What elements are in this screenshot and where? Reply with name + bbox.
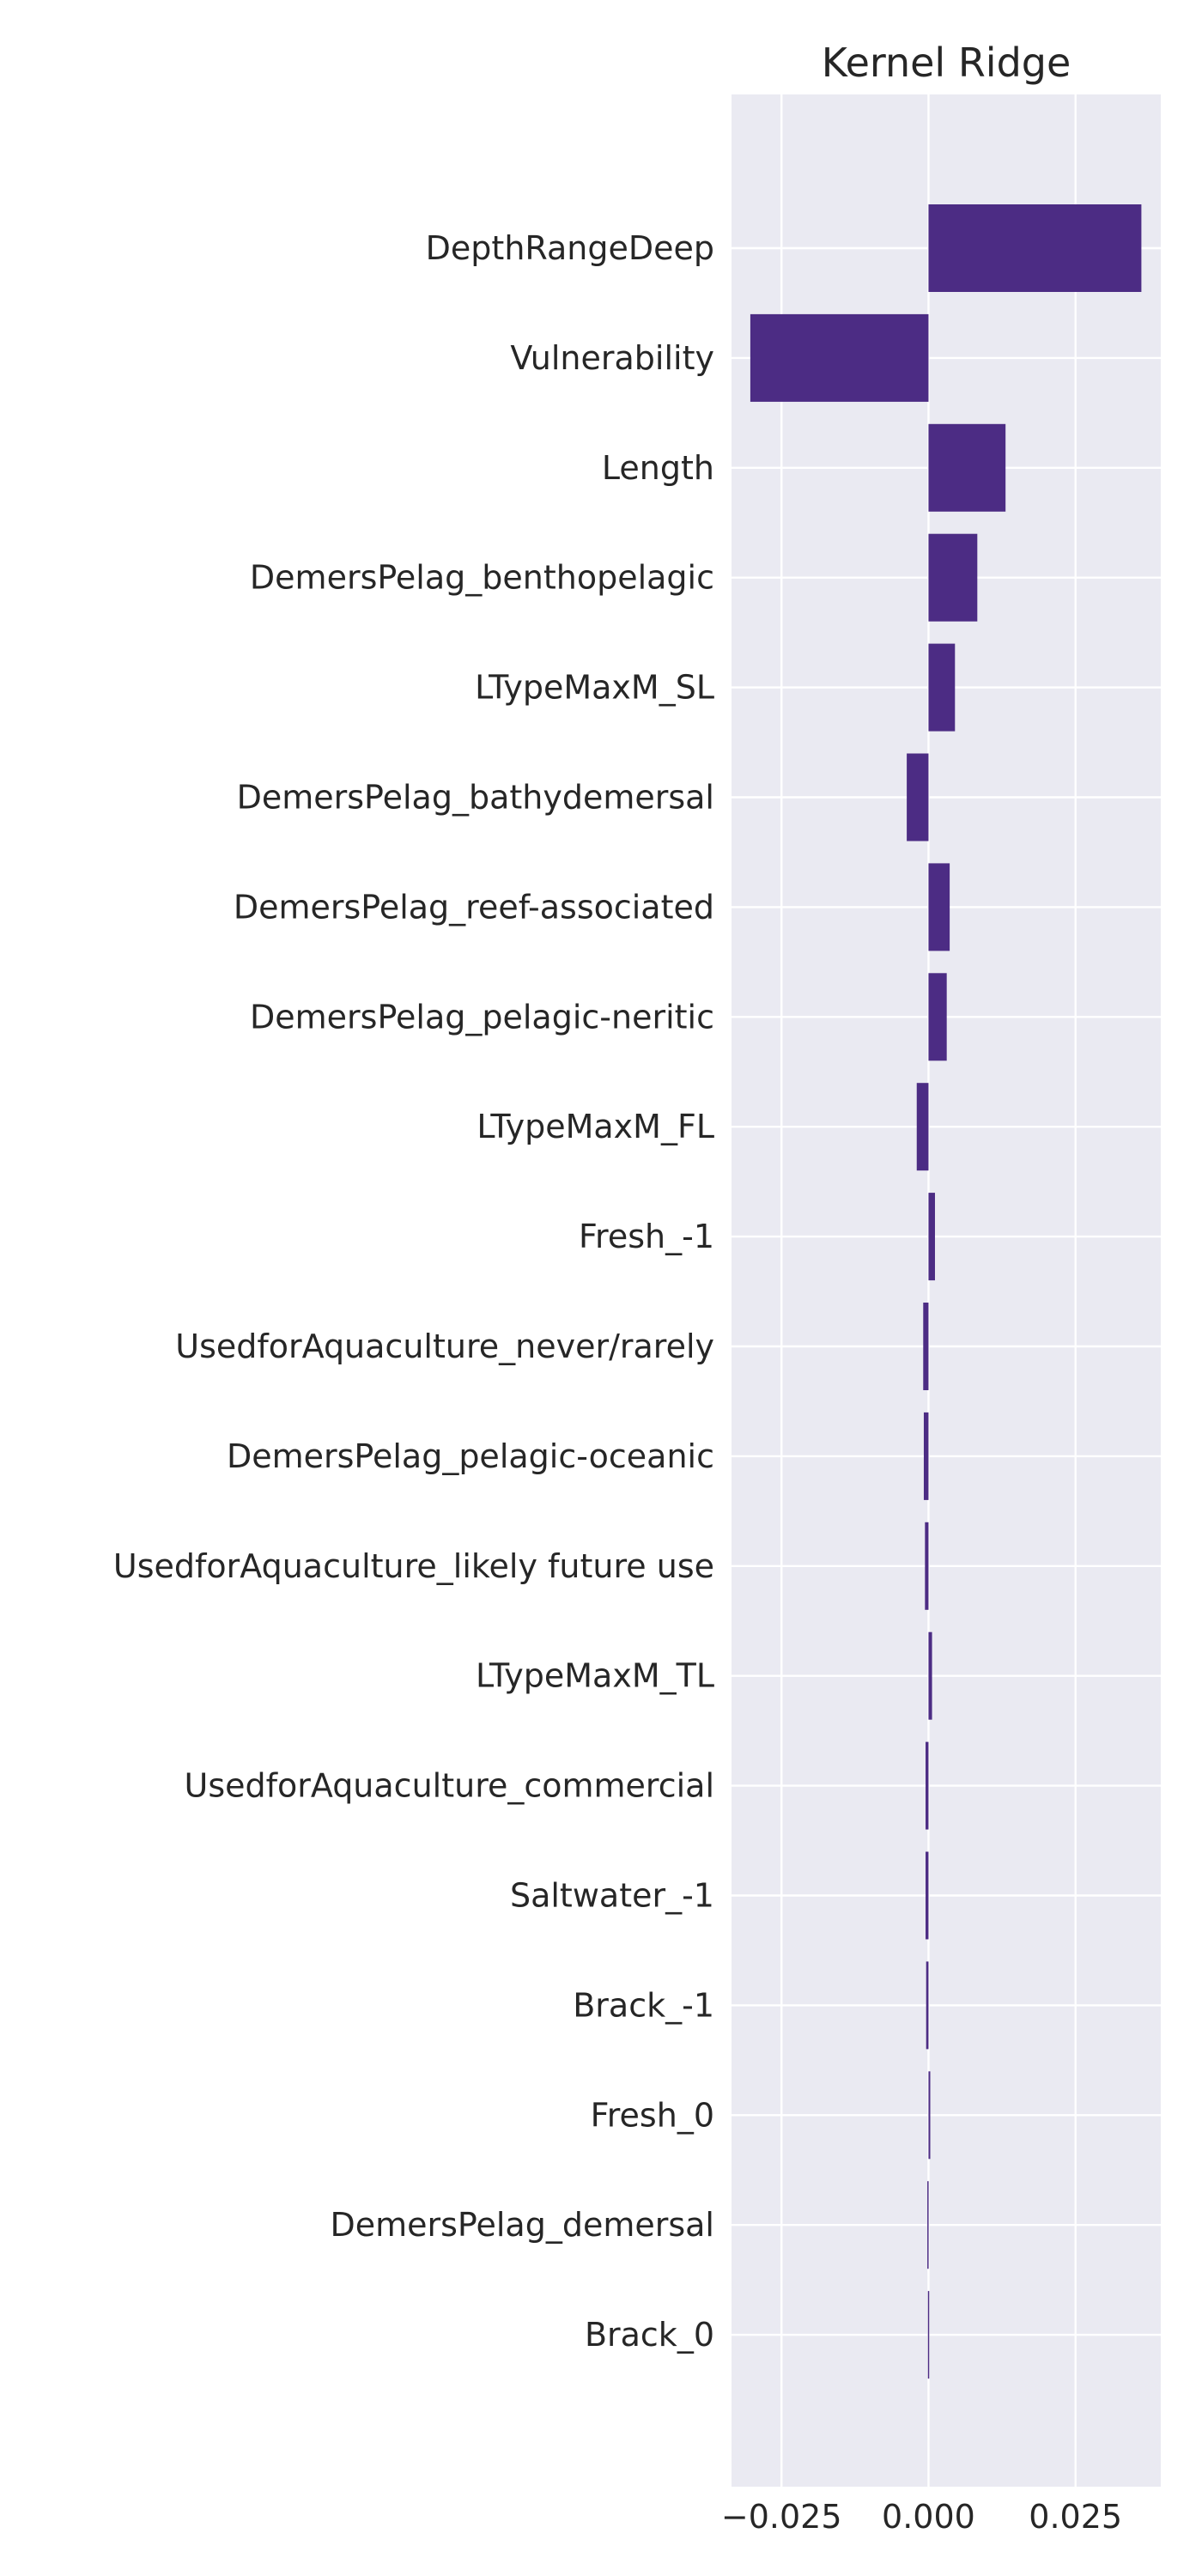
y-tick-label: UsedforAquaculture_never/rarely [175, 1327, 714, 1365]
x-tick-label: −0.025 [721, 2498, 842, 2536]
y-tick-labels: DepthRangeDeep Vulnerability Length DemersP… [113, 229, 714, 2354]
bar [928, 2071, 931, 2160]
bar [923, 1412, 929, 1500]
y-tick-label: DemersPelag_bathydemersal [237, 779, 714, 817]
bar-layer [750, 204, 1142, 2379]
y-tick-label: DepthRangeDeep [426, 229, 714, 267]
bar [925, 1522, 929, 1610]
x-tick-label: 0.000 [882, 2498, 975, 2536]
bar [926, 1961, 929, 2050]
y-tick-label: UsedforAquaculture_likely future use [113, 1547, 714, 1585]
bar [928, 643, 956, 732]
bar [928, 204, 1142, 292]
bar [927, 2291, 930, 2379]
y-tick-label: Fresh_0 [591, 2096, 714, 2134]
bar [928, 1631, 932, 1720]
bar [928, 533, 978, 622]
bar [907, 753, 929, 841]
y-tick-label: Fresh_-1 [579, 1218, 714, 1255]
bar [926, 1851, 929, 1940]
y-tick-label: DemersPelag_reef-associated [234, 888, 714, 926]
bar [926, 1741, 929, 1830]
y-tick-label: DemersPelag_pelagic-neritic [250, 998, 714, 1036]
bar [928, 973, 947, 1061]
y-tick-label: DemersPelag_benthopelagic [250, 559, 714, 597]
y-tick-label: DemersPelag_demersal [330, 2206, 714, 2244]
bar [927, 2181, 929, 2269]
bar [750, 313, 929, 402]
bar [916, 1083, 929, 1171]
x-tick-label: 0.025 [1029, 2498, 1122, 2536]
chart-title: Kernel Ridge [822, 39, 1071, 86]
bar [923, 1303, 929, 1390]
y-tick-label: LTypeMaxM_SL [475, 669, 714, 707]
y-tick-label: DemersPelag_pelagic-oceanic [227, 1437, 714, 1475]
y-tick-label: Brack_-1 [573, 1986, 714, 2024]
y-tick-label: UsedforAquaculture_commercial [185, 1767, 715, 1805]
bar [928, 863, 950, 951]
y-tick-label: Length [602, 449, 714, 487]
bar [928, 423, 1006, 512]
x-tick-labels: −0.025 0.000 0.025 [721, 2498, 1122, 2536]
y-tick-label: LTypeMaxM_TL [476, 1657, 714, 1695]
bar [928, 1193, 935, 1281]
y-tick-label: Vulnerability [510, 339, 714, 377]
y-tick-label: LTypeMaxM_FL [477, 1108, 714, 1145]
y-tick-label: Brack_0 [585, 2316, 714, 2354]
y-tick-label: Saltwater_-1 [510, 1877, 714, 1915]
